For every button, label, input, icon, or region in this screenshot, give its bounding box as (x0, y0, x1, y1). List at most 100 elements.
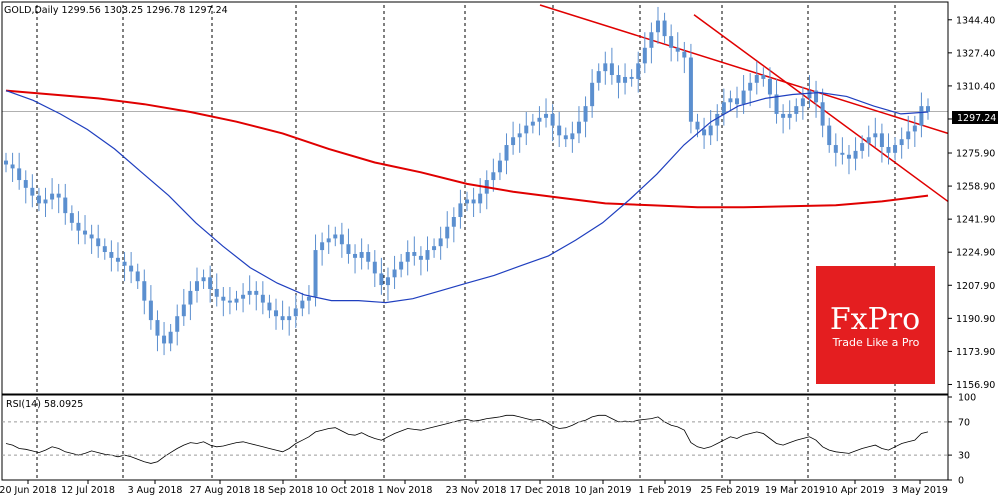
price-panel-frame (1, 1, 949, 395)
candle-body (623, 76, 628, 83)
candle-body (787, 113, 792, 118)
candle-body (425, 250, 430, 260)
rsi-tick-label: 0 (958, 476, 964, 487)
candle-body (879, 133, 884, 147)
candle-body (517, 133, 522, 138)
candle-body (570, 133, 575, 140)
candle-body (563, 135, 568, 140)
main-header: GOLD,Daily 1299.56 1303.25 1296.78 1297.… (4, 5, 228, 16)
y-tick-label: 1224.90 (956, 248, 995, 259)
candle-body (893, 145, 898, 153)
x-tick-label: 10 Jan 2019 (575, 485, 632, 496)
y-tick-label: 1173.90 (956, 347, 995, 358)
x-tick-label: 17 Dec 2018 (510, 485, 571, 496)
candle-body (333, 234, 338, 239)
candle-body (30, 187, 35, 196)
candle-body (69, 213, 74, 223)
candle-body (280, 316, 285, 321)
moving-averages (5, 89, 929, 304)
y-tick-label: 1344.40 (956, 15, 995, 26)
rsi-series (5, 414, 929, 464)
candle-body (96, 238, 101, 247)
candle-body (636, 63, 641, 79)
candle-body (188, 290, 193, 305)
x-tick-label: 10 Oct 2018 (316, 485, 375, 496)
candle-body (590, 82, 595, 107)
rsi-tick-label: 70 (958, 417, 970, 428)
candle-body (761, 75, 766, 79)
candle-body (820, 102, 825, 126)
candle-body (649, 32, 654, 48)
candle-body (781, 113, 786, 118)
candle-body (807, 90, 812, 99)
x-tick-label: 20 Jun 2018 (0, 485, 57, 496)
candle-body (162, 335, 167, 344)
candle-body (56, 193, 61, 198)
candle-body (926, 106, 930, 112)
candle-body (833, 145, 838, 153)
rsi-tick-label: 100 (958, 393, 976, 404)
candle-body (247, 290, 252, 295)
candle-body (102, 246, 107, 253)
candle-body (418, 255, 423, 260)
candle-body (530, 121, 535, 126)
candle-body (478, 193, 483, 204)
candle-body (557, 125, 562, 136)
candle-body (735, 98, 740, 105)
candle-body (682, 51, 687, 58)
candle-body (853, 150, 858, 159)
candle-body (168, 331, 173, 344)
y-tick-label: 1275.90 (956, 149, 995, 160)
candle-body (537, 117, 542, 122)
candle-body (748, 82, 753, 91)
rsi-header: RSI(14) 58.0925 (6, 399, 83, 410)
candle-body (814, 90, 819, 103)
candle-body (43, 199, 48, 204)
candle-body (451, 217, 456, 227)
panel-frames (1, 1, 949, 481)
candle-body (906, 131, 911, 140)
candle-body (728, 98, 733, 103)
candle-body (115, 257, 120, 262)
candle-body (326, 238, 331, 243)
candle-body (293, 308, 298, 317)
candle-body (129, 265, 134, 272)
candle-body (767, 78, 772, 95)
time-axis[interactable]: 20 Jun 2018 12 Jul 2018 3 Aug 2018 27 Aug 2… (0, 480, 948, 496)
x-tick-label: 12 Jul 2018 (61, 485, 115, 496)
candle-body (609, 63, 614, 76)
x-tick-label: 10 Apr 2019 (826, 485, 885, 496)
candle-body (715, 113, 720, 126)
candle-body (339, 234, 344, 245)
candle-body (800, 98, 805, 107)
candle-body (846, 154, 851, 159)
candle-body (208, 277, 213, 289)
candle-body (399, 261, 404, 270)
candle-body (10, 164, 15, 169)
candle-body (873, 133, 878, 138)
candle-body (827, 125, 832, 146)
candle-body (504, 145, 509, 161)
candle-body (142, 281, 147, 301)
y-tick-label: 1190.90 (956, 314, 995, 325)
candle-body (36, 195, 41, 204)
x-tick-label: 27 Aug 2018 (190, 485, 251, 496)
candle-body (254, 290, 259, 295)
candle-body (379, 273, 384, 286)
candle-body (899, 139, 904, 146)
candle-body (63, 197, 68, 214)
y-tick-label: 1156.90 (956, 380, 995, 391)
candle-body (458, 203, 463, 218)
y-tick-label: 1241.90 (956, 215, 995, 226)
candle-body (912, 125, 917, 132)
candle-body (583, 106, 588, 122)
candle-body (17, 168, 22, 181)
candle-body (155, 320, 160, 336)
candle-body (741, 90, 746, 105)
x-tick-label: 1 Nov 2018 (378, 485, 433, 496)
candle-body (866, 137, 871, 144)
logo-brand: FxPro (830, 302, 920, 337)
x-tick-label: 3 Aug 2018 (128, 485, 183, 496)
candle-body (840, 152, 845, 155)
x-tick-label: 18 Sep 2018 (253, 485, 313, 496)
